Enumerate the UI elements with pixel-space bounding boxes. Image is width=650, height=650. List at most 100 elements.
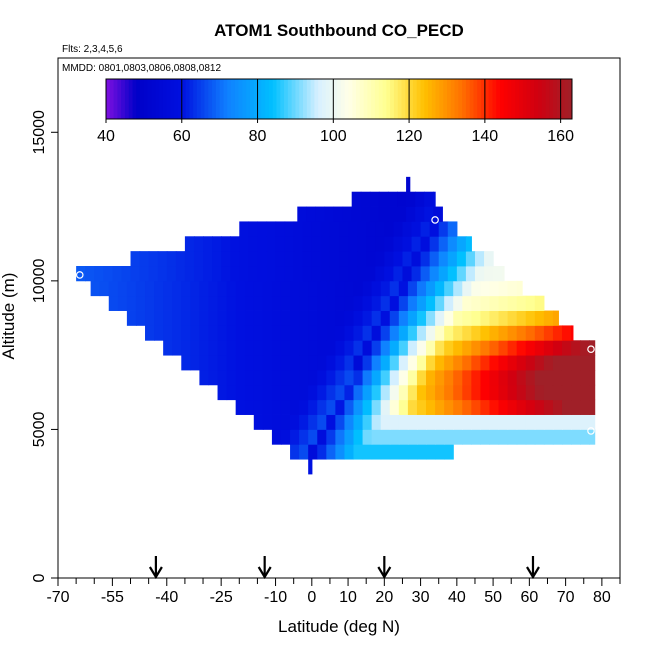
x-tick-label: 60 — [520, 589, 538, 606]
heat-cell — [302, 251, 313, 267]
heat-cell — [543, 340, 554, 356]
heat-cell — [326, 414, 336, 430]
heat-cell — [208, 370, 219, 386]
heat-cell — [543, 325, 554, 341]
heat-cell — [326, 399, 336, 415]
colorbar-swatch — [405, 79, 410, 119]
heat-cell — [380, 280, 391, 297]
heat-cell — [438, 251, 449, 267]
heat-cell — [447, 251, 458, 267]
heat-cell — [552, 429, 563, 445]
heat-cell — [317, 280, 327, 297]
heat-cell — [353, 295, 364, 311]
colorbar-swatch — [261, 79, 266, 119]
heat-cell — [371, 355, 382, 371]
heat-cell — [552, 384, 563, 401]
heat-cell — [380, 384, 391, 401]
heat-cell — [366, 221, 376, 237]
heat-cell — [344, 384, 355, 401]
heat-cell — [407, 340, 418, 356]
heat-cell — [444, 355, 454, 371]
heat-cell — [335, 280, 346, 297]
heat-cell — [175, 251, 186, 267]
heat-cell — [280, 399, 291, 415]
heat-cell — [284, 221, 295, 237]
heat-cell — [217, 325, 228, 341]
colorbar-tick-label: 140 — [472, 128, 499, 145]
colorbar-swatch — [117, 79, 122, 119]
heat-cell — [154, 325, 164, 341]
heat-cell — [447, 221, 458, 237]
heat-cell — [94, 266, 104, 282]
colorbar-swatch — [121, 79, 126, 119]
heat-cell — [172, 310, 182, 326]
heat-cell — [257, 251, 268, 267]
colorbar-swatch — [374, 79, 380, 119]
colorbar-swatch — [333, 79, 338, 119]
heat-cell — [172, 325, 182, 341]
heat-cell — [397, 206, 407, 222]
colorbar-swatch — [511, 79, 516, 119]
heat-cell — [426, 414, 436, 430]
colorbar-tick-label: 80 — [249, 128, 267, 145]
heat-cell — [253, 295, 264, 311]
heat-cell — [534, 310, 545, 326]
heat-cell — [471, 429, 481, 445]
heat-cell — [489, 414, 500, 430]
heat-cell — [407, 429, 418, 445]
dates-note: MMDD: 0801,0803,0806,0808,0812 — [62, 63, 221, 74]
colorbar-swatch — [113, 79, 118, 119]
x-tick-label: -10 — [264, 589, 287, 606]
colorbar-tick-label: 100 — [320, 128, 347, 145]
x-tick-label: -70 — [46, 589, 69, 606]
heat-cell — [426, 280, 436, 297]
heat-cell — [525, 325, 536, 341]
colorbar-swatch — [435, 79, 440, 119]
colorbar-swatch — [469, 79, 474, 119]
heat-cell — [244, 399, 255, 415]
heat-cell — [561, 384, 572, 401]
heat-cell — [181, 355, 191, 371]
heat-cell — [308, 459, 313, 475]
flight-markers — [75, 216, 595, 435]
heat-cell — [384, 266, 394, 282]
heat-cell — [280, 414, 291, 430]
heat-cell — [329, 221, 340, 237]
heat-cell — [299, 370, 309, 386]
heat-cell — [471, 310, 481, 326]
heat-cell — [320, 266, 331, 282]
heat-cell — [329, 251, 340, 267]
heat-cell — [525, 370, 536, 386]
heat-cell — [516, 384, 527, 401]
colorbar-swatch — [276, 79, 281, 119]
heat-cell — [378, 206, 389, 222]
heat-cell — [489, 280, 500, 297]
heat-cell — [420, 236, 431, 252]
heat-cell — [320, 251, 331, 267]
x-tick-label: 80 — [593, 589, 611, 606]
heat-cell — [293, 266, 304, 282]
heat-cell — [433, 206, 443, 222]
heat-cell — [117, 280, 128, 297]
heat-cell — [420, 266, 431, 282]
heat-cell — [262, 340, 273, 356]
heat-cell — [271, 414, 282, 430]
heat-cell — [580, 399, 590, 415]
heat-cell — [135, 310, 146, 326]
heat-cell — [193, 251, 204, 267]
heat-cell — [393, 266, 404, 282]
heat-cell — [244, 384, 255, 401]
colorbar-swatch — [458, 79, 463, 119]
heat-cell — [580, 429, 590, 445]
heat-cell — [353, 310, 364, 326]
heat-cell — [435, 325, 445, 341]
heat-cell — [462, 280, 472, 297]
heat-cell — [344, 325, 355, 341]
heat-cell — [284, 251, 295, 267]
heat-cell — [293, 251, 304, 267]
colorbar-swatch — [526, 79, 531, 119]
heat-cell — [507, 370, 518, 386]
heat-cell — [444, 325, 454, 341]
heat-cell — [416, 325, 427, 341]
